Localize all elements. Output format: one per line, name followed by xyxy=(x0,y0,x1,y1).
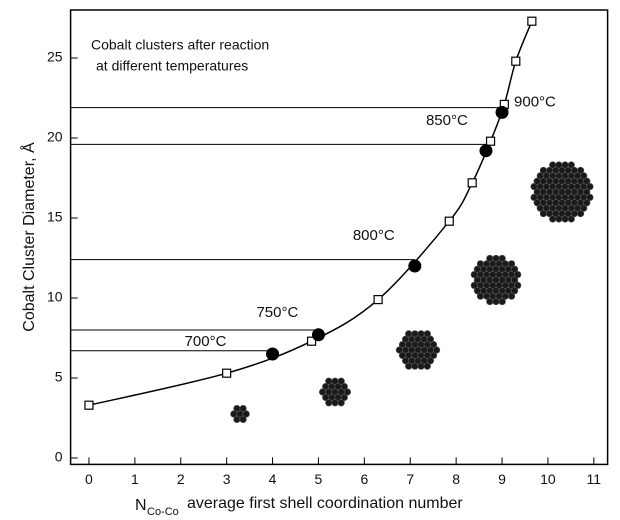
square-marker xyxy=(373,295,383,305)
atom xyxy=(586,193,594,201)
atom xyxy=(426,335,435,343)
atom xyxy=(514,281,522,289)
atom xyxy=(337,399,345,407)
y-tick-label: 0 xyxy=(55,449,63,465)
y-tick-label: 5 xyxy=(55,369,63,385)
x-axis-label: N Co-Co average first shell coordination… xyxy=(135,495,463,518)
temperature-label: 900°C xyxy=(514,93,556,110)
atom xyxy=(423,330,431,338)
x-tick-label: 3 xyxy=(223,471,231,487)
atom xyxy=(567,215,575,223)
atom xyxy=(492,297,500,306)
circle-marker xyxy=(408,259,422,273)
atom xyxy=(337,377,345,385)
square-marker xyxy=(485,136,496,146)
atom xyxy=(583,188,591,196)
atom xyxy=(539,209,548,218)
atom xyxy=(576,166,585,175)
x-tick-label: 6 xyxy=(360,471,368,487)
atom xyxy=(580,172,588,180)
atom xyxy=(423,362,431,370)
atom xyxy=(583,199,591,207)
atom xyxy=(331,399,339,407)
x-label-text: average first shell coordination number xyxy=(187,495,463,512)
x-tick-label: 8 xyxy=(452,471,460,487)
atom xyxy=(239,415,247,423)
temperature-label: 850°C xyxy=(426,112,468,129)
atom xyxy=(429,341,438,349)
atom xyxy=(510,287,519,295)
atom xyxy=(567,161,575,169)
atom xyxy=(570,209,579,218)
atom xyxy=(239,405,247,413)
atom xyxy=(426,357,435,365)
atom xyxy=(343,388,352,396)
y-tick-label: 15 xyxy=(47,209,63,225)
atom xyxy=(507,292,516,300)
atom xyxy=(429,351,438,359)
temperature-label: 800°C xyxy=(353,227,395,244)
atom xyxy=(510,276,519,284)
x-label-subscript: Co-Co xyxy=(147,506,179,518)
atom xyxy=(325,399,333,407)
atom xyxy=(433,346,441,354)
atom xyxy=(340,393,348,401)
x-tick-label: 10 xyxy=(540,471,556,487)
atom xyxy=(510,265,519,273)
atom xyxy=(580,204,588,212)
cluster-illustration xyxy=(530,161,594,223)
cluster-illustration xyxy=(470,254,522,306)
x-label-symbol: N xyxy=(135,497,147,514)
note-line: Cobalt clusters after reaction xyxy=(91,37,269,53)
x-tick-label: 0 xyxy=(85,471,93,487)
square-marker xyxy=(511,56,521,66)
square-marker xyxy=(222,368,232,378)
x-tick-label: 2 xyxy=(177,471,185,487)
circle-marker xyxy=(266,347,280,361)
cluster-illustration xyxy=(319,377,352,407)
square-marker xyxy=(444,216,454,226)
temperature-label: 750°C xyxy=(256,304,298,321)
temperature-label: 700°C xyxy=(185,333,227,350)
x-tick-label: 9 xyxy=(498,471,506,487)
circle-marker xyxy=(479,144,493,158)
circle-marker xyxy=(311,328,325,342)
atom xyxy=(586,183,594,191)
atom xyxy=(498,254,506,263)
x-tick-label: 7 xyxy=(406,471,414,487)
x-tick-label: 1 xyxy=(131,471,139,487)
y-tick-label: 20 xyxy=(47,129,63,145)
atom xyxy=(514,271,522,279)
square-marker xyxy=(467,178,477,188)
x-tick-label: 4 xyxy=(269,471,277,487)
x-tick-label: 5 xyxy=(315,471,323,487)
y-tick-label: 10 xyxy=(47,289,63,305)
atom xyxy=(486,297,494,306)
atom xyxy=(340,383,348,391)
cluster-illustration xyxy=(230,405,250,423)
atom xyxy=(242,410,250,418)
square-marker xyxy=(84,400,94,410)
y-tick-label: 25 xyxy=(47,49,63,65)
fit-curve xyxy=(88,20,533,406)
x-tick-label: 11 xyxy=(587,471,602,487)
atom xyxy=(498,297,506,306)
atom xyxy=(507,260,516,268)
square-marker xyxy=(527,16,537,26)
plot-frame xyxy=(69,9,609,466)
y-axis-label: Cobalt Cluster Diameter, Å xyxy=(19,142,38,332)
atom xyxy=(576,209,585,218)
note-line: at different temperatures xyxy=(96,58,248,74)
atom xyxy=(583,177,591,185)
circle-marker xyxy=(495,105,509,119)
cluster-illustration xyxy=(395,330,441,370)
square-marker xyxy=(306,336,317,346)
